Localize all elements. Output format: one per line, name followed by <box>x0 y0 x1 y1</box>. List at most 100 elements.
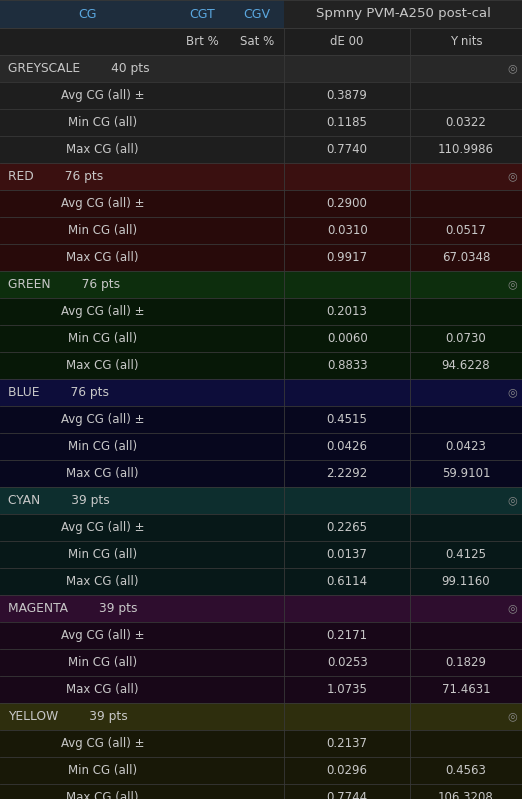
Text: Avg CG (all) ±: Avg CG (all) ± <box>61 521 144 534</box>
Bar <box>0 406 522 433</box>
Bar <box>0 217 522 244</box>
Bar <box>0 0 175 28</box>
Bar <box>0 298 522 325</box>
Bar <box>0 352 522 379</box>
Bar <box>0 136 522 163</box>
Text: 0.4125: 0.4125 <box>445 548 487 561</box>
Text: 0.2171: 0.2171 <box>327 629 367 642</box>
Bar <box>0 595 522 622</box>
Text: Max CG (all): Max CG (all) <box>66 791 139 799</box>
Text: Avg CG (all) ±: Avg CG (all) ± <box>61 629 144 642</box>
Text: CGT: CGT <box>189 7 215 21</box>
Text: 99.1160: 99.1160 <box>442 575 490 588</box>
Text: 0.6114: 0.6114 <box>327 575 367 588</box>
Text: 94.6228: 94.6228 <box>442 359 490 372</box>
Bar <box>0 514 522 541</box>
Bar <box>0 379 522 406</box>
Bar <box>0 460 522 487</box>
Bar <box>0 109 522 136</box>
Text: Min CG (all): Min CG (all) <box>68 656 137 669</box>
Text: Sat %: Sat % <box>240 35 274 48</box>
Text: 0.0253: 0.0253 <box>327 656 367 669</box>
Text: 2.2292: 2.2292 <box>326 467 368 480</box>
Text: Min CG (all): Min CG (all) <box>68 116 137 129</box>
Text: 0.7744: 0.7744 <box>327 791 367 799</box>
Bar <box>0 433 522 460</box>
Text: Avg CG (all) ±: Avg CG (all) ± <box>61 737 144 750</box>
Text: 0.0322: 0.0322 <box>445 116 487 129</box>
Text: 0.0296: 0.0296 <box>327 764 367 777</box>
Text: Max CG (all): Max CG (all) <box>66 143 139 156</box>
Text: 0.1185: 0.1185 <box>327 116 367 129</box>
Text: Min CG (all): Min CG (all) <box>68 224 137 237</box>
Text: Brt %: Brt % <box>186 35 219 48</box>
Text: 0.0310: 0.0310 <box>327 224 367 237</box>
Text: 0.2265: 0.2265 <box>327 521 367 534</box>
Text: 0.7740: 0.7740 <box>327 143 367 156</box>
Text: 0.0137: 0.0137 <box>327 548 367 561</box>
Text: ◎: ◎ <box>507 388 517 397</box>
Text: Min CG (all): Min CG (all) <box>68 548 137 561</box>
Text: GREEN        76 pts: GREEN 76 pts <box>8 278 120 291</box>
Text: 0.1829: 0.1829 <box>445 656 487 669</box>
Bar <box>0 163 522 190</box>
Bar <box>0 730 522 757</box>
Bar <box>0 622 522 649</box>
Bar <box>0 649 522 676</box>
Text: Max CG (all): Max CG (all) <box>66 359 139 372</box>
Text: CGV: CGV <box>244 7 270 21</box>
Bar <box>0 82 522 109</box>
Text: Avg CG (all) ±: Avg CG (all) ± <box>61 305 144 318</box>
Text: 106.3208: 106.3208 <box>438 791 494 799</box>
Text: Avg CG (all) ±: Avg CG (all) ± <box>61 413 144 426</box>
Text: 110.9986: 110.9986 <box>438 143 494 156</box>
Text: Avg CG (all) ±: Avg CG (all) ± <box>61 197 144 210</box>
Text: Min CG (all): Min CG (all) <box>68 332 137 345</box>
Text: CYAN        39 pts: CYAN 39 pts <box>8 494 110 507</box>
Text: 0.0517: 0.0517 <box>445 224 487 237</box>
Bar <box>175 0 230 28</box>
Bar <box>0 190 522 217</box>
Bar <box>0 244 522 271</box>
Bar <box>284 0 522 28</box>
Bar <box>0 784 522 799</box>
Text: ◎: ◎ <box>507 280 517 289</box>
Text: dE 00: dE 00 <box>330 35 364 48</box>
Bar <box>0 676 522 703</box>
Text: YELLOW        39 pts: YELLOW 39 pts <box>8 710 128 723</box>
Text: ◎: ◎ <box>507 172 517 181</box>
Text: Min CG (all): Min CG (all) <box>68 440 137 453</box>
Text: Y nits: Y nits <box>449 35 482 48</box>
Text: Min CG (all): Min CG (all) <box>68 764 137 777</box>
Bar <box>0 28 522 55</box>
Text: Max CG (all): Max CG (all) <box>66 683 139 696</box>
Text: BLUE        76 pts: BLUE 76 pts <box>8 386 109 399</box>
Text: Avg CG (all) ±: Avg CG (all) ± <box>61 89 144 102</box>
Text: 0.9917: 0.9917 <box>327 251 367 264</box>
Text: 0.4515: 0.4515 <box>327 413 367 426</box>
Text: 0.0423: 0.0423 <box>445 440 487 453</box>
Text: 67.0348: 67.0348 <box>442 251 490 264</box>
Bar <box>0 55 522 82</box>
Text: 0.2013: 0.2013 <box>327 305 367 318</box>
Text: ◎: ◎ <box>507 603 517 614</box>
Text: RED        76 pts: RED 76 pts <box>8 170 103 183</box>
Text: 0.4563: 0.4563 <box>445 764 487 777</box>
Text: ◎: ◎ <box>507 495 517 506</box>
Text: MAGENTA        39 pts: MAGENTA 39 pts <box>8 602 137 615</box>
Text: Max CG (all): Max CG (all) <box>66 467 139 480</box>
Text: 0.8833: 0.8833 <box>327 359 367 372</box>
Text: Max CG (all): Max CG (all) <box>66 251 139 264</box>
Text: 0.3879: 0.3879 <box>327 89 367 102</box>
Text: 0.2900: 0.2900 <box>327 197 367 210</box>
Bar <box>0 271 522 298</box>
Bar <box>0 703 522 730</box>
Text: 0.2137: 0.2137 <box>327 737 367 750</box>
Text: 59.9101: 59.9101 <box>442 467 490 480</box>
Text: GREYSCALE        40 pts: GREYSCALE 40 pts <box>8 62 150 75</box>
Text: 1.0735: 1.0735 <box>327 683 367 696</box>
Text: ◎: ◎ <box>507 63 517 74</box>
Bar <box>0 568 522 595</box>
Bar <box>0 325 522 352</box>
Text: ◎: ◎ <box>507 711 517 721</box>
